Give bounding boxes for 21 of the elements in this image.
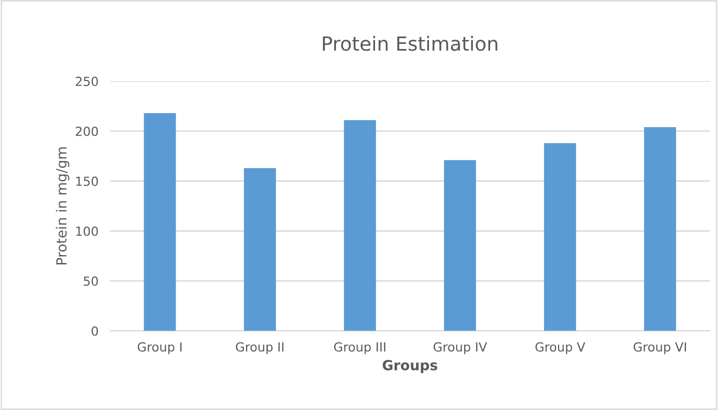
y-tick-label: 150 [76, 176, 98, 186]
bar [444, 160, 476, 331]
bar [544, 143, 576, 331]
x-axis-title: Groups [382, 360, 438, 374]
bar [344, 120, 376, 331]
bar [644, 127, 676, 331]
x-tick-label: Group II [236, 342, 284, 354]
x-tick-label: Group VI [634, 342, 686, 354]
y-tick-label: 200 [76, 126, 98, 136]
bar [144, 113, 176, 331]
y-axis-title: Protein in mg/gm [56, 147, 70, 264]
y-tick-label: 250 [76, 76, 98, 86]
x-tick-label: Group I [138, 342, 182, 354]
y-tick-label: 50 [84, 276, 98, 286]
chart-title: Protein Estimation [322, 36, 498, 51]
x-tick-label: Group IV [434, 342, 488, 354]
bar [244, 168, 276, 331]
y-tick-label: 0 [92, 326, 98, 336]
x-tick-label: Group III [334, 342, 386, 354]
x-tick-label: Group V [535, 342, 586, 354]
y-tick-label: 100 [76, 226, 98, 236]
